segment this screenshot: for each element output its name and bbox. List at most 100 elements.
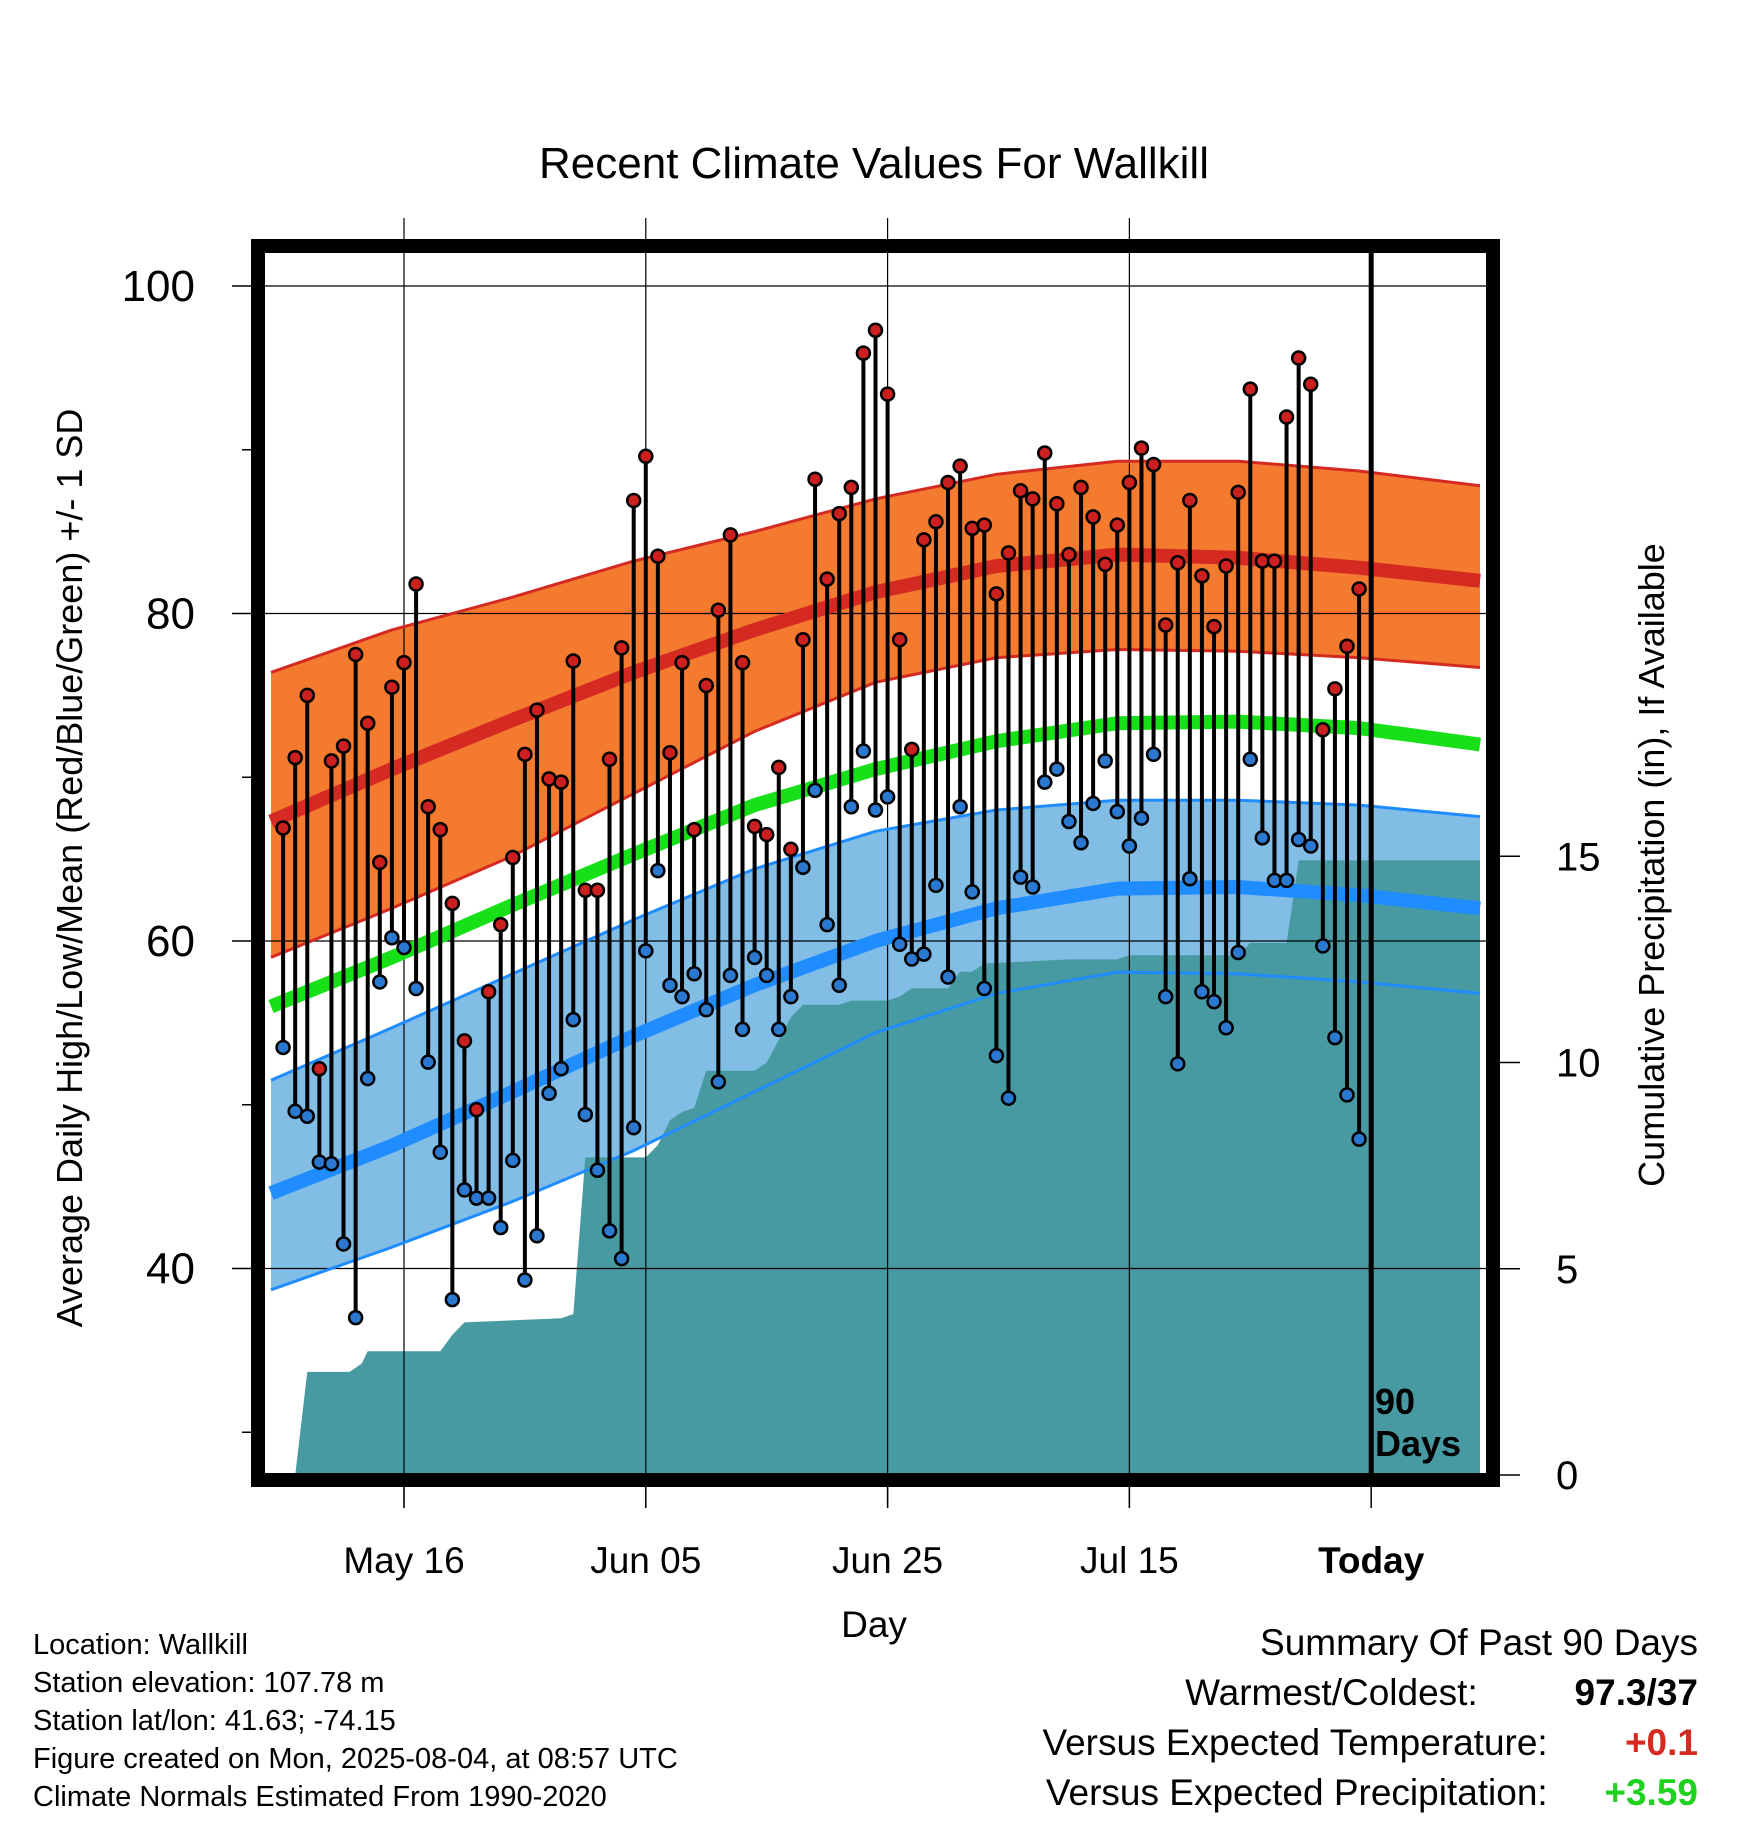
y-tick-label-left: 40: [146, 1245, 195, 1294]
normals-text: Climate Normals Estimated From 1990-2020: [33, 1781, 607, 1813]
daily-low-point: [1121, 838, 1138, 854]
daily-high-point: [1242, 381, 1259, 397]
daily-low-point: [1073, 835, 1089, 851]
daily-low-point: [577, 1106, 594, 1123]
daily-high-point: [396, 654, 412, 671]
y-axis-label-right: Cumulative Precipitation (in), If Availa…: [1631, 543, 1672, 1187]
daily-high-point: [613, 640, 630, 656]
daily-high-point: [1145, 456, 1162, 473]
x-tick-label: May 16: [343, 1540, 464, 1581]
daily-low-point: [783, 988, 799, 1005]
daily-high-point: [916, 532, 932, 548]
daily-low-point: [1315, 938, 1331, 954]
daily-high-point: [1073, 479, 1089, 496]
daily-low-point: [916, 946, 932, 962]
daily-low-point: [867, 802, 884, 818]
daily-low-point: [275, 1039, 291, 1056]
precip-anomaly-label: Versus Expected Precipitation:: [1045, 1772, 1548, 1813]
daily-high-point: [420, 798, 436, 815]
created-text: Figure created on Mon, 2025-08-04, at 08…: [33, 1743, 678, 1775]
chart-title: Recent Climate Values For Wallkill: [539, 139, 1209, 188]
daily-high-point: [1206, 618, 1222, 635]
daily-high-point: [1097, 556, 1113, 573]
daily-high-point: [783, 841, 799, 858]
daily-high-point: [408, 576, 424, 592]
daily-low-point: [1024, 879, 1041, 895]
daily-low-point: [819, 916, 835, 933]
y-tick-label-right: 15: [1556, 835, 1601, 879]
daily-low-point: [505, 1152, 521, 1169]
daily-high-point: [891, 631, 908, 648]
y-tick-label-left: 60: [146, 917, 195, 966]
daily-low-point: [1302, 838, 1319, 854]
daily-high-point: [505, 849, 521, 866]
daily-low-point: [771, 1021, 787, 1038]
daily-high-point: [1037, 445, 1053, 461]
daily-low-point: [372, 974, 388, 990]
precip-anomaly-value: +3.59: [1604, 1772, 1698, 1813]
daily-high-point: [1278, 409, 1295, 425]
low-plus-sd-line: [270, 798, 1481, 1082]
daily-high-point: [384, 679, 400, 695]
daily-high-point: [372, 854, 388, 871]
daily-low-point: [891, 936, 908, 953]
daily-high-point: [275, 820, 291, 836]
daily-low-point: [1037, 774, 1053, 790]
daily-low-point: [1097, 753, 1113, 769]
daily-high-point: [722, 527, 739, 543]
y-tick-label-left: 80: [146, 590, 195, 639]
daily-low-point: [1012, 869, 1029, 885]
daily-low-point: [976, 980, 993, 997]
daily-low-point: [456, 1182, 473, 1198]
daily-low-point: [928, 877, 944, 894]
daily-low-point: [710, 1074, 727, 1090]
warmest-value: 97.3/37: [1574, 1672, 1698, 1713]
daily-low-point: [1242, 751, 1259, 767]
daily-high-point: [650, 548, 666, 564]
x-tick-label: Jun 25: [832, 1540, 943, 1581]
daily-high-point: [1157, 617, 1174, 633]
daily-high-point: [940, 474, 956, 491]
daily-low-point: [855, 743, 872, 759]
daily-low-point: [529, 1228, 545, 1244]
daily-high-point: [819, 571, 835, 587]
latlon-text: Station lat/lon: 41.63; -74.15: [33, 1705, 396, 1737]
daily-low-point: [432, 1144, 449, 1160]
daily-high-point: [287, 749, 303, 766]
daily-low-point: [323, 1155, 340, 1172]
daily-low-point: [1254, 830, 1271, 846]
y-tick-label-right: 0: [1556, 1454, 1578, 1498]
low-minus-sd-line: [270, 970, 1481, 1292]
summary-temp-row: Versus Expected Temperature: +0.1: [1042, 1722, 1698, 1764]
daily-high-point: [831, 505, 847, 522]
daily-high-point: [1109, 517, 1126, 533]
daily-low-point: [1085, 795, 1101, 812]
axes: May 16 Jun 05 Jun 25 Jul 15 Today 40 60 80 100 0 5…: [122, 262, 1601, 1581]
location-text: Location: Wallkill: [33, 1629, 248, 1661]
daily-high-point: [299, 687, 316, 704]
daily-high-point: [638, 448, 654, 465]
daily-low-point: [541, 1085, 557, 1102]
daily-low-point: [1133, 810, 1150, 826]
daily-high-point: [347, 646, 364, 663]
temp-anomaly-label: Versus Expected Temperature:: [1042, 1722, 1548, 1763]
daily-high-point: [1061, 546, 1077, 563]
daily-low-point: [698, 1002, 714, 1018]
daily-low-point: [1206, 993, 1222, 1010]
daily-high-point: [1230, 484, 1246, 501]
daily-high-point: [988, 586, 1005, 602]
daily-low-point: [746, 949, 763, 966]
daily-low-point: [988, 1047, 1005, 1064]
daily-high-point: [432, 821, 449, 838]
daily-high-point: [976, 517, 993, 533]
summary-title: Summary Of Past 90 Days: [1260, 1622, 1698, 1663]
daily-low-point: [1170, 1056, 1186, 1072]
daily-low-point: [1327, 1029, 1343, 1046]
daily-high-point: [1315, 722, 1331, 738]
daily-low-point: [517, 1272, 533, 1288]
daily-high-point: [1290, 350, 1307, 366]
daily-low-point: [879, 789, 896, 805]
daily-high-point: [1012, 482, 1029, 499]
daily-high-point: [480, 984, 497, 1000]
daily-high-point: [1351, 581, 1367, 597]
